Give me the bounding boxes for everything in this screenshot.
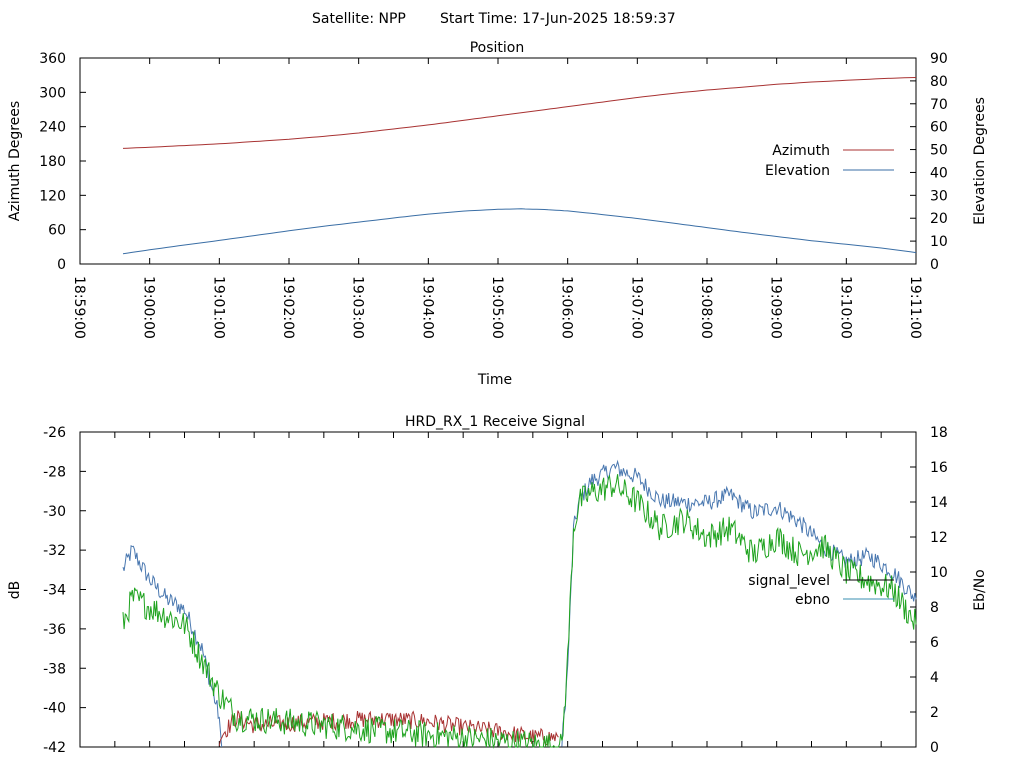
y2-tick-label: 40 [930,165,948,181]
x-tick-label: 19:00:00 [141,276,157,339]
x-tick-label: 19:05:00 [489,276,505,339]
position-x-axis-label: Time [477,372,512,388]
y2-tick-label: 12 [930,530,948,546]
legend-label: Elevation [765,163,830,179]
y2-tick-label: 10 [930,234,948,250]
y2-tick-label: 20 [930,211,948,227]
y-tick-label: -28 [43,464,66,480]
series-line-Elevation [122,208,917,255]
series-line-signal_level [122,544,223,748]
x-tick-label: 19:08:00 [698,276,714,339]
legend-label: Azimuth [772,143,830,159]
position-y-axis-label: Azimuth Degrees [7,101,23,221]
y-tick-label: 60 [48,223,66,239]
x-tick-label: 19:09:00 [768,276,784,339]
position-y2-axis-label: Elevation Degrees [972,97,988,225]
y2-tick-label: 0 [930,257,939,273]
x-tick-label: 19:02:00 [280,276,296,339]
receive-plot-frame [79,431,917,748]
y2-tick-label: 80 [930,74,948,90]
series-line-red_trace [218,710,559,746]
receive-y-axis-label: dB [7,581,23,600]
y-tick-label: -34 [43,583,66,599]
satellite-label: Satellite: NPP [312,11,406,27]
y-tick-label: -40 [43,701,66,717]
legend-label: signal_level [748,573,830,589]
y2-tick-label: 90 [930,51,948,67]
y2-tick-label: 70 [930,97,948,113]
series-line-Azimuth [122,77,917,149]
y-tick-label: 300 [39,85,66,101]
x-tick-label: 19:01:00 [210,276,226,339]
y-tick-label: 180 [39,154,66,170]
start-time-label: Start Time: 17-Jun-2025 18:59:37 [440,11,676,27]
y-tick-label: 360 [39,51,66,67]
position-plot-frame [79,57,917,265]
y-tick-label: 120 [39,188,66,204]
y-tick-label: -38 [43,661,66,677]
y2-tick-label: 4 [930,670,939,686]
y2-tick-label: 14 [930,495,948,511]
y-tick-label: -36 [43,622,66,638]
x-tick-label: 19:10:00 [837,276,853,339]
receive-signal-chart: HRD_RX_1 Receive Signal dB Eb/No -42 -40 -… [7,414,988,756]
y-tick-label: -26 [43,425,66,441]
legend-label: ebno [795,592,830,608]
position-legend: Azimuth Elevation [765,143,894,179]
series-line-signal_level [561,459,917,747]
y2-tick-label: 50 [930,143,948,159]
y-tick-label: 0 [57,257,66,273]
position-chart-title: Position [470,40,525,56]
position-chart: Position Azimuth Degrees Elevation Degre… [7,40,988,388]
x-tick-label: 19:11:00 [907,276,923,339]
x-tick-label: 19:07:00 [628,276,644,339]
y-tick-label: -30 [43,504,66,520]
y2-tick-label: 16 [930,460,948,476]
x-tick-label: 19:06:00 [559,276,575,339]
y2-tick-label: 60 [930,120,948,136]
series-line-ebno [122,474,917,749]
y2-tick-label: 30 [930,188,948,204]
receive-chart-title: HRD_RX_1 Receive Signal [405,414,585,430]
y-tick-label: -32 [43,543,66,559]
x-tick-label: 19:04:00 [419,276,435,339]
y2-tick-label: 18 [930,425,948,441]
y2-tick-label: 0 [930,740,939,756]
receive-y2-axis-label: Eb/No [972,569,988,611]
y2-tick-label: 8 [930,600,939,616]
x-tick-label: 18:59:00 [71,276,87,339]
y-tick-label: -42 [43,740,66,756]
y2-tick-label: 10 [930,565,948,581]
x-tick-label: 19:03:00 [350,276,366,339]
y2-tick-label: 6 [930,635,939,651]
y-tick-label: 240 [39,120,66,136]
y2-tick-label: 2 [930,705,939,721]
